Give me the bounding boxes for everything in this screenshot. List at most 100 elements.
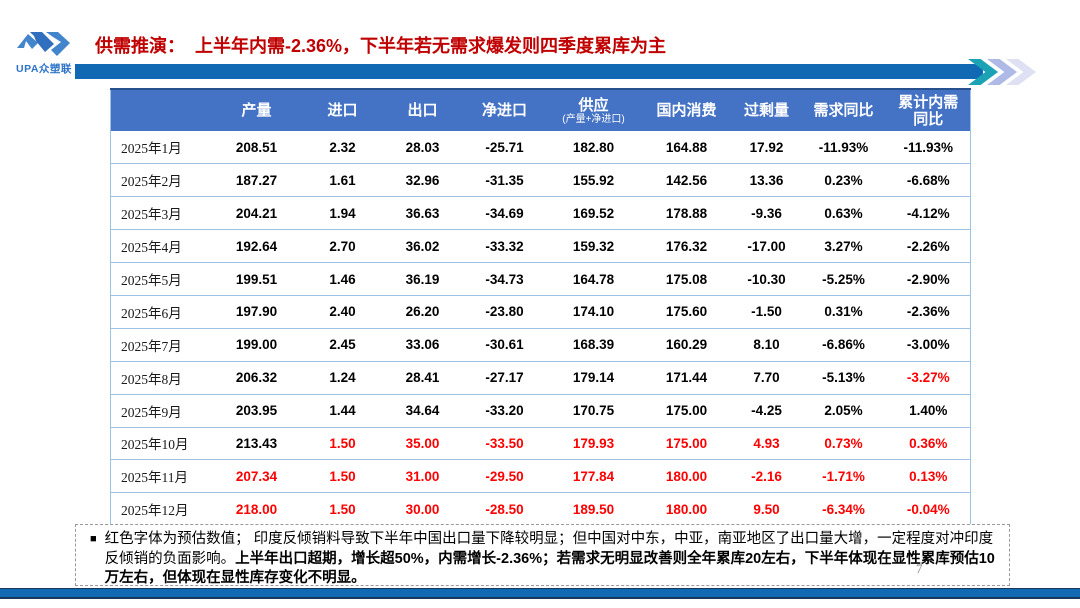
table-cell: 30.00 [382, 492, 463, 527]
table-cell: 1.44 [302, 394, 383, 428]
table-cell: 26.20 [382, 295, 463, 329]
table-cell: 1.24 [302, 361, 383, 395]
table-cell: 0.63% [800, 196, 887, 231]
table-cell: 0.13% [886, 459, 971, 494]
table-cell: 182.80 [546, 131, 641, 165]
column-header: 进口 [302, 89, 383, 131]
table-cell: 199.51 [210, 262, 303, 296]
table-cell: 164.88 [640, 131, 733, 165]
table-header-row: 产量 进口 出口 净进口 供应 (产量+净进口) 国内消费 过剩量 需求同比 累计内需 同比 [110, 89, 971, 131]
table-cell: -2.90% [886, 262, 971, 296]
table-cell: 177.84 [546, 459, 641, 494]
table-row: 2025年10月 213.43 1.50 35.00 -33.50 179.93 175.0… [110, 427, 971, 461]
table-cell: 2.45 [302, 328, 383, 362]
table-cell: -5.25% [800, 262, 887, 296]
row-label: 2025年12月 [110, 492, 211, 527]
table-cell: -33.50 [462, 427, 547, 461]
table-cell: -23.80 [462, 295, 547, 329]
row-label: 2025年5月 [110, 262, 211, 296]
table-cell: -2.26% [886, 229, 971, 264]
table-cell: 33.06 [382, 328, 463, 362]
table-row: 2025年12月 218.00 1.50 30.00 -28.50 189.50 180.0… [110, 492, 971, 527]
table-row: 2025年4月 192.64 2.70 36.02 -33.32 159.32 176.32… [110, 229, 971, 264]
table-cell: 1.61 [302, 163, 383, 198]
table-cell: -4.12% [886, 196, 971, 231]
title-prefix: 供需推演： [95, 36, 185, 56]
table-cell: 142.56 [640, 163, 733, 198]
table-cell: 1.50 [302, 492, 383, 527]
table-cell: -0.04% [886, 492, 971, 527]
table-cell: -9.36 [732, 196, 801, 231]
table-cell: 0.73% [800, 427, 887, 461]
table-cell: 0.23% [800, 163, 887, 198]
row-label: 2025年11月 [110, 459, 211, 494]
table-cell: 155.92 [546, 163, 641, 198]
table-cell: 174.10 [546, 295, 641, 329]
table-cell: 32.96 [382, 163, 463, 198]
column-header: 累计内需 同比 [886, 89, 971, 131]
table-cell: -11.93% [886, 131, 971, 165]
company-logo: UPA众塑联 [8, 28, 80, 76]
table-cell: -10.30 [732, 262, 801, 296]
row-label: 2025年2月 [110, 163, 211, 198]
table-cell: -30.61 [462, 328, 547, 362]
column-header [110, 89, 211, 131]
table-row: 2025年6月 197.90 2.40 26.20 -23.80 174.10 175.60… [110, 295, 971, 329]
table-cell: 208.51 [210, 131, 303, 165]
table-cell: -6.68% [886, 163, 971, 198]
table-cell: 3.27% [800, 229, 887, 264]
table-row: 2025年9月 203.95 1.44 34.64 -33.20 170.75 175.00… [110, 394, 971, 428]
table-cell: 28.41 [382, 361, 463, 395]
table-cell: 36.02 [382, 229, 463, 264]
table-cell: 1.94 [302, 196, 383, 231]
table-row: 2025年7月 199.00 2.45 33.06 -30.61 168.39 160.29… [110, 328, 971, 362]
table-cell: 175.00 [640, 394, 733, 428]
table-cell: -31.35 [462, 163, 547, 198]
company-logo-icon [17, 32, 70, 56]
table-cell: 213.43 [210, 427, 303, 461]
table-cell: -33.20 [462, 394, 547, 428]
column-header-subtext: (产量+净进口) [562, 113, 625, 125]
table-cell: 178.88 [640, 196, 733, 231]
company-logo-text: UPA众塑联 [16, 63, 72, 75]
table-cell: 1.50 [302, 427, 383, 461]
table-cell: -27.17 [462, 361, 547, 395]
table-cell: 1.50 [302, 459, 383, 494]
table-cell: 1.46 [302, 262, 383, 296]
column-header: 净进口 [462, 89, 547, 131]
table-cell: 203.95 [210, 394, 303, 428]
table-cell: -6.86% [800, 328, 887, 362]
row-label: 2025年1月 [110, 131, 211, 165]
table-cell: 207.34 [210, 459, 303, 494]
table-cell: 8.10 [732, 328, 801, 362]
column-header: 供应 (产量+净进口) [546, 89, 641, 131]
table-cell: 169.52 [546, 196, 641, 231]
table-cell: 171.44 [640, 361, 733, 395]
table-cell: -34.69 [462, 196, 547, 231]
bullet-icon: ■ [90, 533, 97, 545]
title-underline-bar [75, 64, 983, 79]
table-cell: 164.78 [546, 262, 641, 296]
table-cell: -34.73 [462, 262, 547, 296]
table-cell: -3.00% [886, 328, 971, 362]
table-cell: 0.36% [886, 427, 971, 461]
table-cell: -3.27% [886, 361, 971, 395]
footnote-regular: 红色字体为预估数值； 印度反倾销料导致下半年中国出口量下降较明显；但中国对中东，… [104, 531, 994, 567]
table-cell: 204.21 [210, 196, 303, 231]
table-cell: 4.93 [732, 427, 801, 461]
row-label: 2025年4月 [110, 229, 211, 264]
table-cell: -17.00 [732, 229, 801, 264]
table-cell: 35.00 [382, 427, 463, 461]
table-cell: 206.32 [210, 361, 303, 395]
table-cell: 175.00 [640, 427, 733, 461]
page-number: 7 [916, 561, 923, 576]
table-cell: 36.63 [382, 196, 463, 231]
row-label: 2025年3月 [110, 196, 211, 231]
table-cell: -5.13% [800, 361, 887, 395]
table-row: 2025年11月 207.34 1.50 31.00 -29.50 177.84 180.0… [110, 459, 971, 494]
table-row: 2025年3月 204.21 1.94 36.63 -34.69 169.52 178.88… [110, 196, 971, 231]
supply-demand-table: 产量 进口 出口 净进口 供应 (产量+净进口) 国内消费 过剩量 需求同比 累计内需 同比 20… [110, 88, 971, 527]
table-cell: 192.64 [210, 229, 303, 264]
table-cell: 2.05% [800, 394, 887, 428]
